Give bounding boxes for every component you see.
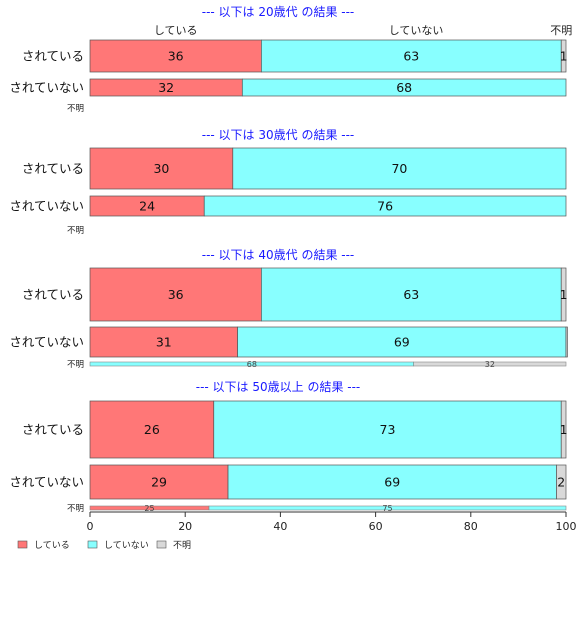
- panel-4: --- 以下は 50歳以上 の結果 --- されている 26 73 1 されていない 29 6…: [9, 380, 567, 514]
- legend-label: している: [34, 540, 70, 551]
- category-label: されていない: [9, 475, 84, 490]
- column-header: 不明: [550, 24, 572, 37]
- bar-segment: [89, 147, 234, 190]
- legend-swatch: [87, 540, 98, 549]
- bar-segment: [89, 267, 262, 322]
- panel-title: --- 以下は 50歳以上 の結果 ---: [196, 380, 361, 394]
- data-label: 69: [394, 335, 410, 350]
- panel-2: --- 以下は 30歳代 の結果 --- されている 30 70 されていない 24 76 不…: [9, 128, 567, 236]
- panel-1: --- 以下は 20歳代 の結果 --- されている 36 63 1 されていない 32 68…: [9, 5, 567, 114]
- bar-segment: [241, 78, 567, 97]
- unknown-data-label: 25: [144, 504, 154, 513]
- data-label: 36: [168, 49, 184, 64]
- data-label: 30: [153, 161, 169, 176]
- category-label: されている: [22, 161, 84, 176]
- x-tick-label: 20: [178, 520, 192, 533]
- bar-segment: [565, 326, 568, 358]
- panel-3: --- 以下は 40歳代 の結果 --- されている 36 63 1 されていない 31 69…: [9, 248, 568, 370]
- bar-segment: [89, 39, 262, 73]
- bar-segment: [560, 400, 567, 459]
- bar-segment: [261, 39, 562, 73]
- panel-title: --- 以下は 40歳代 の結果 ---: [202, 248, 355, 262]
- category-label: されていない: [9, 80, 84, 95]
- column-header: している: [154, 24, 198, 37]
- x-tick-label: 80: [464, 520, 478, 533]
- legend-swatch: [156, 540, 167, 549]
- bar-segment: [203, 195, 567, 217]
- data-label: 69: [384, 475, 400, 490]
- data-label: 26: [144, 422, 160, 437]
- unknown-row-label: 不明: [67, 504, 84, 514]
- data-label: 1: [560, 49, 568, 64]
- data-label: 2: [557, 475, 565, 490]
- data-label: 29: [151, 475, 167, 490]
- data-label: 63: [403, 287, 419, 302]
- x-tick-label: 0: [87, 520, 94, 533]
- unknown-bar-segment: [208, 505, 567, 511]
- unknown-data-label: 68: [247, 360, 257, 369]
- data-label: 31: [156, 335, 172, 350]
- unknown-bar-segment: [413, 361, 567, 367]
- unknown-row-label: 不明: [67, 226, 84, 236]
- unknown-data-label: 32: [485, 360, 495, 369]
- bar-segment: [213, 400, 562, 459]
- unknown-data-label: 75: [382, 504, 392, 513]
- x-tick-label: 60: [369, 520, 383, 533]
- legend-swatch: [17, 540, 28, 549]
- data-label: 63: [403, 49, 419, 64]
- category-label: されている: [22, 49, 84, 64]
- bar-segment: [227, 464, 557, 500]
- data-label: 36: [168, 287, 184, 302]
- bar-segment: [556, 464, 567, 500]
- bar-segment: [89, 400, 215, 459]
- bar-segment: [560, 39, 567, 73]
- data-label: 68: [396, 80, 412, 95]
- data-label: 1: [560, 287, 568, 302]
- bar-segment: [89, 464, 229, 500]
- data-label: 24: [139, 199, 155, 214]
- category-label: されていない: [9, 199, 84, 214]
- data-label: 70: [391, 161, 407, 176]
- data-label: 76: [377, 199, 393, 214]
- bar-segment: [237, 326, 567, 358]
- x-tick-label: 40: [273, 520, 287, 533]
- unknown-row-label: 不明: [67, 104, 84, 114]
- bar-segment: [560, 267, 567, 322]
- bar-segment: [232, 147, 567, 190]
- data-label: 73: [380, 422, 396, 437]
- category-label: されている: [22, 287, 84, 302]
- data-label: 32: [158, 80, 174, 95]
- column-header: していない: [389, 24, 444, 37]
- category-label: されていない: [9, 335, 84, 350]
- unknown-row-label: 不明: [67, 360, 84, 370]
- x-tick-label: 100: [556, 520, 577, 533]
- panel-title: --- 以下は 20歳代 の結果 ---: [202, 5, 355, 19]
- data-label: 1: [560, 422, 568, 437]
- legend-label: 不明: [173, 540, 191, 551]
- category-label: されている: [22, 422, 84, 437]
- legend-label: していない: [104, 540, 149, 551]
- panel-title: --- 以下は 30歳代 の結果 ---: [202, 128, 355, 142]
